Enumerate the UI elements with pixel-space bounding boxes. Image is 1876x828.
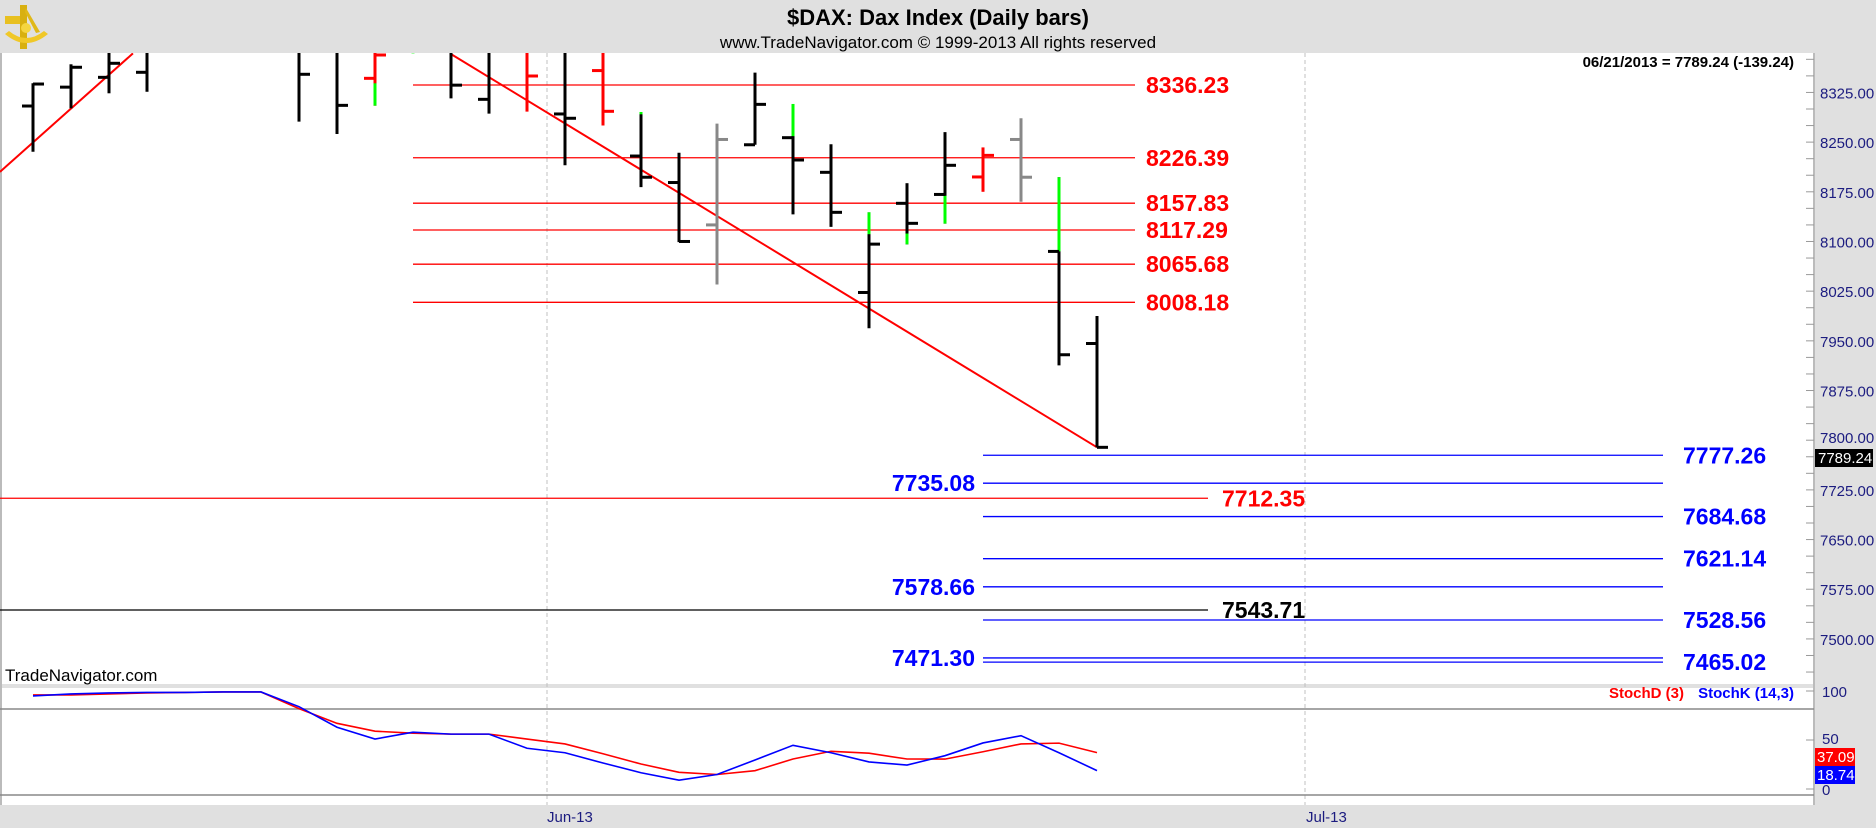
price-axis-label: 7875.00 xyxy=(1820,384,1874,401)
price-axis-label: 7500.00 xyxy=(1820,632,1874,649)
stoch-axis-label: 0 xyxy=(1822,782,1830,799)
price-axis-label: 8250.00 xyxy=(1820,135,1874,152)
stoch-axis-label: 50 xyxy=(1822,731,1839,748)
price-axis-label: 8175.00 xyxy=(1820,185,1874,202)
trendline xyxy=(449,53,1098,449)
legend-stochk: StochK (14,3) xyxy=(1698,685,1794,702)
sextant-logo xyxy=(5,5,48,49)
support-level-label: 7684.68 xyxy=(1683,504,1766,530)
resistance-level-label: 8157.83 xyxy=(1146,190,1229,216)
support-level-label: 7735.08 xyxy=(892,470,975,496)
price-axis-label: 8325.00 xyxy=(1820,85,1874,102)
stoch-axis-label: 100 xyxy=(1822,684,1847,701)
price-axis-label: 8025.00 xyxy=(1820,284,1874,301)
stochastic-lines xyxy=(32,691,1098,781)
svg-text:18.74: 18.74 xyxy=(1817,767,1855,784)
resistance-level-label: 8008.18 xyxy=(1146,289,1229,315)
price-axis-label: 7650.00 xyxy=(1820,533,1874,550)
support-level-label: 7465.02 xyxy=(1683,649,1766,675)
resistance-level-label: 8336.23 xyxy=(1146,72,1229,98)
price-axis-label: 7950.00 xyxy=(1820,334,1874,351)
watermark: TradeNavigator.com xyxy=(5,666,157,685)
last-quote-readout: 06/21/2013 = 7789.24 (-139.24) xyxy=(1583,54,1794,71)
price-axis-label: 7725.00 xyxy=(1820,483,1874,500)
support-level-label: 7471.30 xyxy=(892,645,975,671)
date-gridlines xyxy=(546,53,1306,805)
stochastic-panel xyxy=(0,688,1814,805)
legend-stochd: StochD (3) xyxy=(1609,685,1684,702)
long-level-label: 7712.35 xyxy=(1222,485,1305,511)
resistance-level-label: 8117.29 xyxy=(1146,217,1228,243)
stochastic-axis: 100 50 0 xyxy=(1806,684,1847,799)
trendlines xyxy=(0,53,1098,449)
trendline xyxy=(0,53,134,173)
x-tick-label: Jun-13 xyxy=(547,809,593,826)
price-axis-label: 7800.00 xyxy=(1820,430,1874,447)
price-axis-label: 8100.00 xyxy=(1820,234,1874,251)
ohlc-bars xyxy=(22,53,1108,449)
svg-text:37.09: 37.09 xyxy=(1817,749,1855,766)
copyright-subtitle: www.TradeNavigator.com © 1999-2013 All r… xyxy=(719,33,1156,52)
stochk-value-box: 18.74 xyxy=(1815,766,1855,784)
stochk-line xyxy=(32,691,1098,781)
price-axis-label: 7575.00 xyxy=(1820,582,1874,599)
current-price-box: 7789.24 xyxy=(1815,449,1873,467)
support-level-label: 7621.14 xyxy=(1683,546,1766,572)
svg-text:7789.24: 7789.24 xyxy=(1818,450,1872,467)
resistance-level-label: 8065.68 xyxy=(1146,251,1229,277)
price-levels xyxy=(0,84,1663,663)
resistance-level-label: 8226.39 xyxy=(1146,145,1229,171)
support-level-label: 7528.56 xyxy=(1683,607,1766,633)
x-tick-label: Jul-13 xyxy=(1306,809,1347,826)
price-axis: 8325.00 8250.00 8175.00 8100.00 8025.00 7950.… xyxy=(1806,58,1874,673)
long-level-label: 7543.71 xyxy=(1222,597,1305,623)
support-level-label: 7578.66 xyxy=(892,574,975,600)
stochd-value-box: 37.09 xyxy=(1815,748,1855,766)
support-level-label: 7777.26 xyxy=(1683,442,1766,468)
chart-title: $DAX: Dax Index (Daily bars) xyxy=(787,5,1089,30)
